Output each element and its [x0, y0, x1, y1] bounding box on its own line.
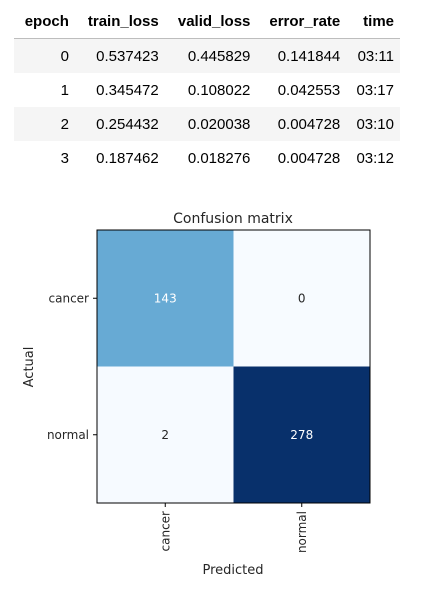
x-tick-label: cancer	[158, 511, 172, 552]
cell-valid-loss: 0.445829	[164, 38, 257, 73]
cell-time: 03:10	[346, 107, 400, 141]
table-header-row: epoch train_loss valid_loss error_rate t…	[14, 4, 400, 39]
cell-train-loss: 0.254432	[74, 107, 165, 141]
cell-error-rate: 0.141844	[256, 38, 347, 73]
cell-epoch: 2	[14, 107, 75, 141]
table-row: 2 0.254432 0.020038 0.004728 03:10	[14, 107, 400, 141]
x-axis-label: Predicted	[202, 563, 263, 578]
cell-error-rate: 0.004728	[277, 149, 341, 167]
cell-valid-loss: 0.018276	[187, 149, 251, 167]
cell-valid-loss: 0.020038	[164, 107, 257, 141]
cell-train-loss: 0.537423	[74, 38, 165, 73]
matrix-cell-value: 2	[161, 428, 169, 442]
column-header-train-loss: train_loss	[74, 4, 165, 39]
cell-epoch: 3	[60, 149, 69, 167]
matrix-cell-value: 278	[290, 428, 313, 442]
column-header-epoch: epoch	[14, 4, 75, 39]
cell-epoch: 0	[14, 38, 75, 73]
confusion-matrix-svg: Confusion matrix 143 0 2 278 cancer normal ca…	[22, 211, 371, 578]
x-tick-label: normal	[295, 511, 309, 553]
column-header-error-rate: error_rate	[256, 4, 347, 39]
matrix-cell-cancer-cancer	[97, 230, 234, 367]
training-metrics-table: epoch train_loss valid_loss error_rate t…	[14, 4, 400, 175]
cell-train-loss: 0.345472	[96, 81, 159, 99]
cell-time: 03:17	[356, 81, 394, 99]
cell-epoch: 1	[60, 81, 69, 99]
table-row: 3 0.187462 0.018276 0.004728 03:12	[14, 141, 400, 175]
cell-time: 03:11	[346, 38, 400, 73]
cell-time: 03:12	[356, 149, 394, 167]
matrix-cell-normal-cancer	[97, 366, 234, 503]
cell-valid-loss: 0.108022	[187, 81, 251, 99]
cell-error-rate: 0.004728	[256, 107, 347, 141]
cell-train-loss: 0.187462	[96, 149, 159, 167]
chart-title: Confusion matrix	[173, 211, 293, 227]
y-tick-label: normal	[47, 428, 89, 442]
table-row: 0 0.537423 0.445829 0.141844 03:11	[14, 38, 400, 73]
matrix-cell-value: 143	[154, 291, 177, 305]
y-tick-label: cancer	[49, 291, 90, 305]
matrix-cell-cancer-normal	[233, 230, 370, 367]
confusion-matrix-chart: Confusion matrix 143 0 2 278 cancer normal ca…	[0, 196, 423, 589]
column-header-valid-loss: valid_loss	[164, 4, 257, 39]
table-row: 1 0.345472 0.108022 0.042553 03:17	[14, 73, 400, 107]
column-header-time: time	[346, 4, 400, 39]
matrix-cell-value: 0	[298, 291, 306, 305]
y-axis-label: Actual	[22, 347, 37, 388]
matrix-cell-normal-normal	[233, 366, 370, 503]
cell-error-rate: 0.042553	[277, 81, 341, 99]
plot-frame	[96, 229, 371, 504]
